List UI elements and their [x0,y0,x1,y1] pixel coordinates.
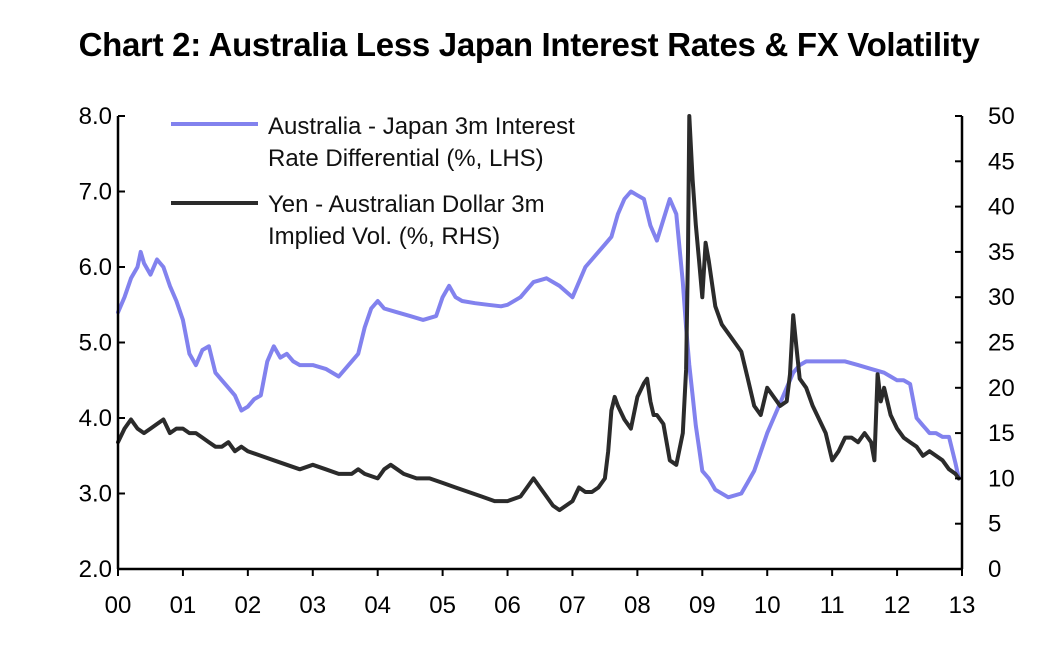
x-tick-label: 04 [364,592,391,619]
right-tick-label: 35 [988,239,1015,266]
legend-label-1: Rate Differential (%, LHS) [268,145,544,172]
left-tick-label: 8.0 [79,103,112,130]
x-tick-label: 03 [299,592,326,619]
axes-layer: 2.03.04.05.06.07.08.00510152025303540455… [79,103,1015,619]
legend: Australia - Japan 3m Interest Rate Differ… [171,113,575,250]
right-tick-label: 40 [988,194,1015,221]
right-tick-label: 10 [988,465,1015,492]
x-tick-label: 11 [820,592,845,619]
x-tick-label: 07 [559,592,586,619]
x-tick-label: 08 [624,592,651,619]
x-tick-label: 02 [234,592,261,619]
series-layer [116,114,961,513]
legend-label-2: Implied Vol. (%, RHS) [268,223,500,250]
legend-label-2: Yen - Australian Dollar 3m [268,191,545,218]
x-tick-label: 00 [105,592,132,619]
left-tick-label: 3.0 [79,481,112,508]
legend-label-1: Australia - Japan 3m Interest [268,113,575,140]
right-tick-label: 45 [988,148,1015,175]
series-line-1 [116,189,961,500]
left-tick-label: 2.0 [79,556,112,583]
left-tick-label: 7.0 [79,179,112,206]
left-tick-label: 6.0 [79,254,112,281]
series-line-2 [116,114,961,513]
x-tick-label: 09 [689,592,716,619]
right-tick-label: 20 [988,375,1015,402]
left-tick-label: 5.0 [79,330,112,357]
x-tick-label: 12 [884,592,911,619]
right-tick-label: 50 [988,103,1015,130]
x-tick-label: 10 [754,592,781,619]
right-tick-label: 30 [988,284,1015,311]
x-tick-label: 13 [949,592,976,619]
left-tick-label: 4.0 [79,405,112,432]
right-tick-label: 25 [988,330,1015,357]
chart-title: Chart 2: Australia Less Japan Interest R… [78,26,980,63]
x-tick-label: 01 [170,592,197,619]
right-tick-label: 0 [988,556,1001,583]
x-tick-label: 06 [494,592,521,619]
right-tick-label: 5 [988,511,1001,538]
right-tick-label: 15 [988,420,1015,447]
x-tick-label: 05 [429,592,456,619]
